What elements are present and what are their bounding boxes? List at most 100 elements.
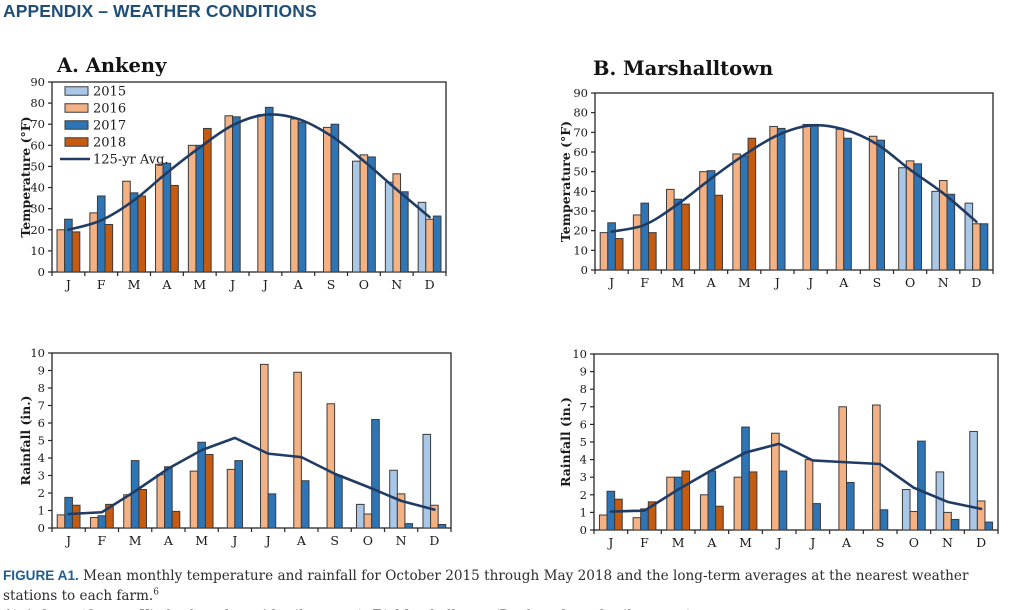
bar-2017-11 [979, 223, 989, 271]
bar-2017-4 [739, 155, 749, 271]
marshalltown-temperature-chart: 0 10 20 30 40 50 60 70 80 90 J F M A M J J A S O N D Temperatu… [558, 86, 994, 290]
bar-2017-5 [232, 116, 241, 273]
y-axis-title: Temperature (°F) [558, 121, 573, 242]
bar-2016-5 [226, 468, 236, 529]
bar-2017-7 [300, 480, 310, 529]
y-tick-label: 60 [573, 145, 588, 159]
bar-2016-4 [189, 470, 199, 529]
bar-2017-8 [330, 123, 340, 273]
y-tick-label: 8 [38, 381, 45, 395]
bar-2017-2 [673, 476, 683, 531]
bar-2015-9 [901, 489, 911, 531]
bar-2018-3 [170, 184, 179, 273]
bar-2016-9 [359, 154, 369, 273]
figure-label: FIGURE A1. [3, 568, 79, 583]
y-tick-label: 0 [38, 265, 45, 279]
y-tick-label: 0 [581, 263, 588, 277]
bar-2017-0 [64, 218, 73, 273]
x-tick-label: D [976, 535, 986, 550]
bar-2016-2 [666, 476, 675, 531]
bar-2016-8 [872, 404, 881, 531]
bar-2016-3 [699, 494, 709, 531]
y-tick-label: 10 [573, 243, 588, 257]
footnote-ref-icon: 6 [153, 587, 159, 598]
bar-2017-11 [432, 215, 442, 273]
y-tick-label: 40 [573, 184, 588, 198]
x-tick-label: F [97, 277, 106, 292]
bar-2018-2 [681, 470, 691, 531]
bar-2016-1 [89, 517, 99, 529]
y-tick-label: 20 [573, 224, 588, 238]
bar-2018-1 [105, 503, 114, 529]
axes: 0 10 20 30 40 50 60 70 80 90 J F M A M J J A S O N D [30, 75, 447, 292]
x-tick-label: J [607, 275, 614, 290]
bars [598, 404, 994, 531]
x-tick-label: S [330, 533, 339, 548]
y-tick-label: 0 [38, 521, 45, 535]
x-tick-label: S [327, 277, 336, 292]
bar-2017-4 [195, 144, 205, 273]
y-tick-label: 1 [580, 505, 587, 519]
bar-2017-9 [371, 419, 380, 529]
bar-2016-10 [396, 493, 406, 529]
bar-2016-11 [425, 218, 434, 273]
bar-2017-7 [297, 121, 307, 273]
bar-2015-11 [422, 433, 432, 529]
bar-2017-8 [876, 139, 886, 271]
y-axis-title: Rainfall (in.) [558, 397, 573, 487]
bar-2017-4 [741, 426, 750, 531]
x-tick-label: J [261, 277, 268, 292]
legend-label-2016: 2016 [93, 102, 126, 117]
bar-2018-0 [614, 238, 624, 271]
y-tick-label: 40 [30, 181, 45, 195]
y-tick-label: 10 [572, 347, 587, 361]
bar-2018-4 [748, 471, 758, 531]
bar-2016-9 [909, 511, 919, 531]
ankeny-temperature-chart: 0 10 20 30 40 50 60 70 80 90 J F M A M J J A S O N D Temperatu… [18, 75, 447, 292]
bar-2016-1 [632, 214, 642, 271]
chart-a-title: A. Ankeny [57, 54, 167, 77]
avg-line [67, 113, 431, 232]
bar-2016-2 [123, 494, 132, 529]
bar-2017-0 [607, 222, 616, 271]
legend-swatch-2015 [64, 86, 89, 96]
x-tick-label: M [672, 275, 685, 290]
bar-2016-8 [322, 126, 332, 273]
bar-2017-5 [234, 460, 243, 529]
x-tick-label: D [971, 275, 981, 290]
bar-2016-6 [257, 114, 266, 273]
chart-b-title: B. Marshalltown [593, 57, 774, 80]
y-tick-label: 30 [30, 202, 45, 216]
axes: 0 1 2 3 4 5 6 7 8 9 10 J F M A M J J A S O N D [30, 346, 452, 548]
bar-2016-1 [632, 517, 642, 531]
x-tick-label: M [738, 275, 751, 290]
y-tick-label: 8 [580, 382, 587, 396]
bar-2017-9 [913, 163, 922, 271]
figure-caption: FIGURE A1. Mean monthly temperature and … [3, 566, 1019, 610]
x-tick-label: N [391, 277, 402, 292]
bar-2016-4 [732, 153, 741, 271]
x-tick-label: M [193, 277, 206, 292]
y-tick-label: 5 [580, 435, 587, 449]
x-tick-label: D [429, 533, 439, 548]
y-axis-title: Rainfall (in.) [18, 396, 33, 486]
bar-2017-11 [984, 521, 994, 531]
bar-2016-6 [804, 459, 814, 531]
bar-2017-8 [334, 475, 343, 529]
bars [599, 123, 989, 271]
legend-label-2018: 2018 [93, 136, 126, 151]
y-tick-label: 80 [30, 96, 45, 110]
axes: 0 1 2 3 4 5 6 7 8 9 10 J F M A M J J A S O N D [572, 347, 999, 550]
bar-2018-2 [681, 203, 690, 271]
x-tick-label: J [773, 275, 780, 290]
y-tick-label: 6 [580, 417, 587, 431]
bar-2017-6 [267, 493, 277, 529]
bar-2018-0 [71, 231, 81, 273]
y-tick-label: 80 [573, 106, 588, 120]
bar-2017-2 [129, 192, 139, 273]
bar-2015-10 [384, 181, 394, 273]
y-tick-label: 90 [30, 75, 45, 89]
bar-2018-2 [137, 195, 146, 273]
bar-2015-9 [898, 167, 907, 271]
bar-2018-3 [714, 194, 723, 271]
